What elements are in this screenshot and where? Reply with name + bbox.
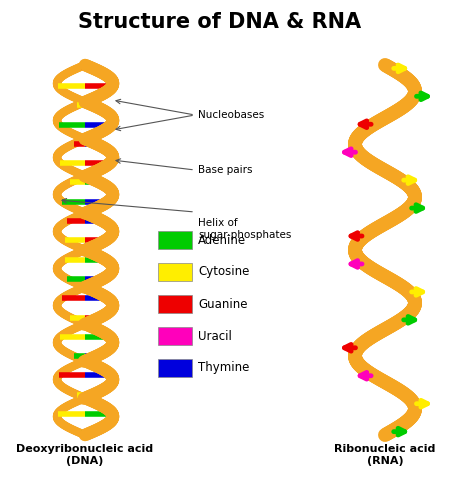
Text: Base pairs: Base pairs (198, 165, 253, 175)
Text: Helix of
sugar-phosphates: Helix of sugar-phosphates (198, 218, 292, 240)
Text: Thymine: Thymine (198, 362, 249, 374)
Bar (158, 231, 192, 249)
Bar (158, 327, 192, 345)
Text: Deoxyribonucleic acid
(DNA): Deoxyribonucleic acid (DNA) (17, 444, 154, 465)
Text: Adenine: Adenine (198, 234, 246, 246)
Text: Cytosine: Cytosine (198, 266, 249, 278)
Text: Structure of DNA & RNA: Structure of DNA & RNA (78, 12, 362, 32)
Bar (158, 359, 192, 377)
Text: Nucleobases: Nucleobases (198, 110, 264, 120)
Text: Ribonucleic acid
(RNA): Ribonucleic acid (RNA) (334, 444, 436, 465)
Text: Uracil: Uracil (198, 329, 232, 343)
Text: Guanine: Guanine (198, 297, 247, 311)
Bar (158, 263, 192, 281)
Bar (158, 295, 192, 313)
